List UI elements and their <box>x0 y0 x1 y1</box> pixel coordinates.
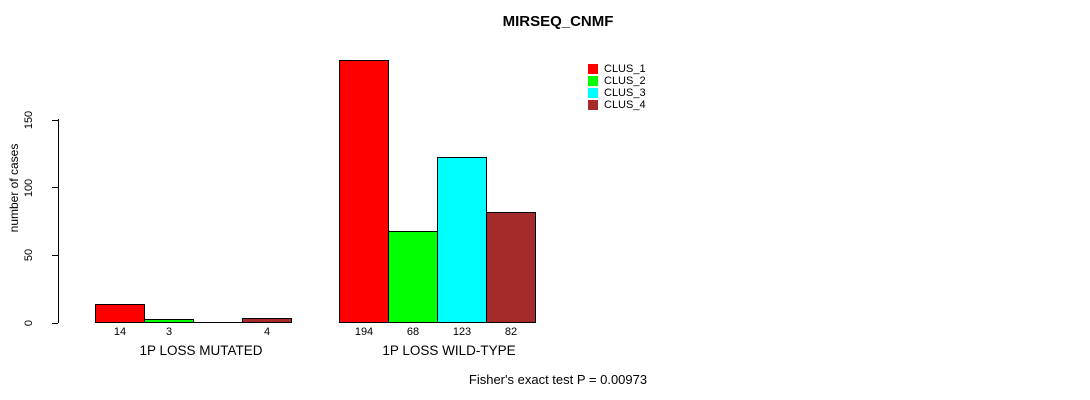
category-label: 1P LOSS MUTATED <box>139 343 263 358</box>
bar-clus_1 <box>339 60 389 323</box>
fisher-test-annotation: Fisher's exact test P = 0.00973 <box>468 372 648 387</box>
y-axis-line <box>58 119 59 323</box>
bar-value-label: 14 <box>113 326 127 338</box>
legend-label: CLUS_3 <box>604 87 646 99</box>
bar-clus_2 <box>144 319 194 323</box>
bar-value-label: 194 <box>354 326 374 338</box>
bar-value-label: 68 <box>406 326 420 338</box>
legend-swatch-clus_2 <box>588 76 598 86</box>
y-axis-title: number of cases <box>7 143 21 233</box>
bar-clus_4 <box>486 212 536 323</box>
y-tick-mark <box>52 322 58 324</box>
legend-swatch-clus_1 <box>588 64 598 74</box>
y-tick-label: 150 <box>23 110 35 130</box>
chart-title: MIRSEQ_CNMF <box>502 13 614 30</box>
bar-clus_3-zero <box>193 322 243 323</box>
legend-label: CLUS_1 <box>604 63 646 75</box>
bar-value-label: 82 <box>504 326 518 338</box>
bar-clus_1 <box>95 304 145 323</box>
y-tick-mark <box>52 254 58 256</box>
bar-clus_2 <box>388 231 438 323</box>
y-tick-mark <box>52 119 58 121</box>
legend-label: CLUS_4 <box>604 99 646 111</box>
y-tick-label: 100 <box>23 178 35 197</box>
bar-value-label: 4 <box>263 326 271 338</box>
y-tick-mark <box>52 187 58 189</box>
category-label: 1P LOSS WILD-TYPE <box>382 343 516 358</box>
bar-value-label: 3 <box>165 326 173 338</box>
bar-clus_4 <box>242 318 292 323</box>
legend-swatch-clus_3 <box>588 88 598 98</box>
legend-label: CLUS_2 <box>604 75 646 87</box>
bar-value-label: 123 <box>452 326 472 338</box>
legend-swatch-clus_4 <box>588 100 598 110</box>
y-tick-label: 0 <box>23 319 35 327</box>
y-tick-label: 50 <box>23 249 35 262</box>
bar-clus_3 <box>437 157 487 323</box>
